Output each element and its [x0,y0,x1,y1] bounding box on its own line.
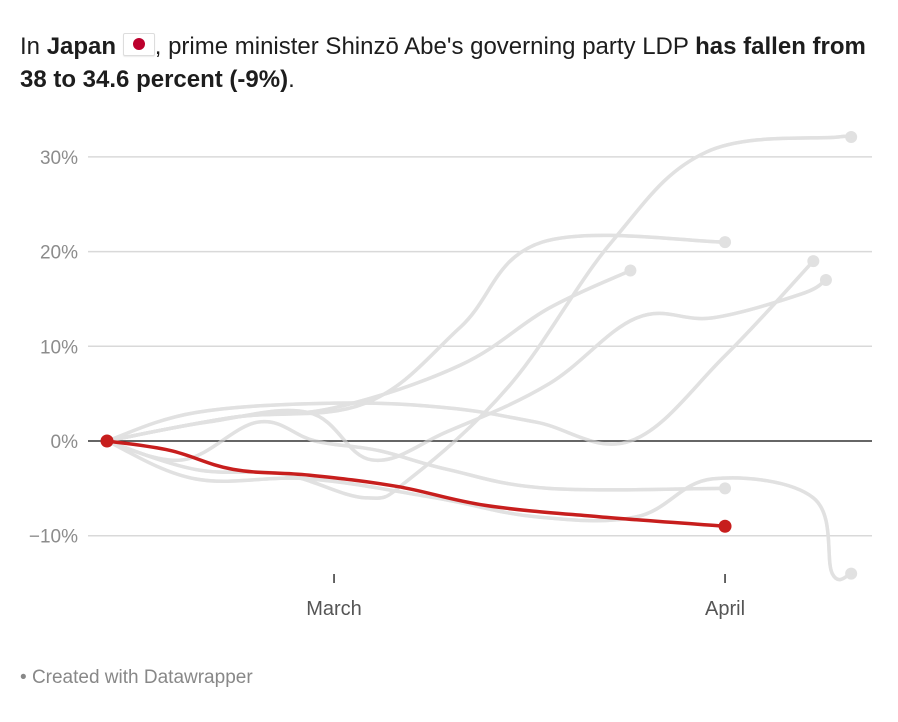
gridlines [88,156,872,537]
series-line-context-e [105,278,828,463]
series-line-overlay [105,259,816,446]
headline-highlight: has fallen from 38 to 34.6 percent (-9%) [20,33,866,93]
highlight-line [100,434,732,533]
x-tick-label: March [306,598,362,620]
chart-headline: In Japan , prime minister Shinzō Abe's g… [20,30,880,96]
x-axis: March April [306,574,745,620]
series-line-overlay [105,439,853,582]
y-axis-labels: 30% 20% 10% 0% −10% [29,148,78,548]
context-lines [88,131,872,582]
headline-country: Japan [46,33,117,60]
y-tick-label: 10% [40,337,78,358]
headline-text: In [20,33,47,60]
series-line-context-g [105,439,853,582]
y-tick-label: 0% [51,432,79,453]
y-tick-label: 20% [40,243,78,264]
japan-flag-icon [122,33,155,56]
footer-credit: • Created with Datawrapper [20,667,253,689]
headline-text: , prime minister Shinzō Abe's governing … [154,33,696,60]
x-tick-label: April [705,598,745,620]
japan-ldp-start-point [100,434,114,448]
y-tick-label: 30% [40,148,78,169]
y-tick-label: −10% [29,527,78,548]
datawrapper-credit-link[interactable]: Created with Datawrapper [31,667,253,688]
headline-period: . [288,66,295,93]
footer-bullet: • [20,667,27,688]
japan-ldp-line [105,439,727,528]
series-line-context-d [105,259,816,446]
series-line-overlay [105,278,828,463]
japan-ldp-end-point [718,519,732,533]
